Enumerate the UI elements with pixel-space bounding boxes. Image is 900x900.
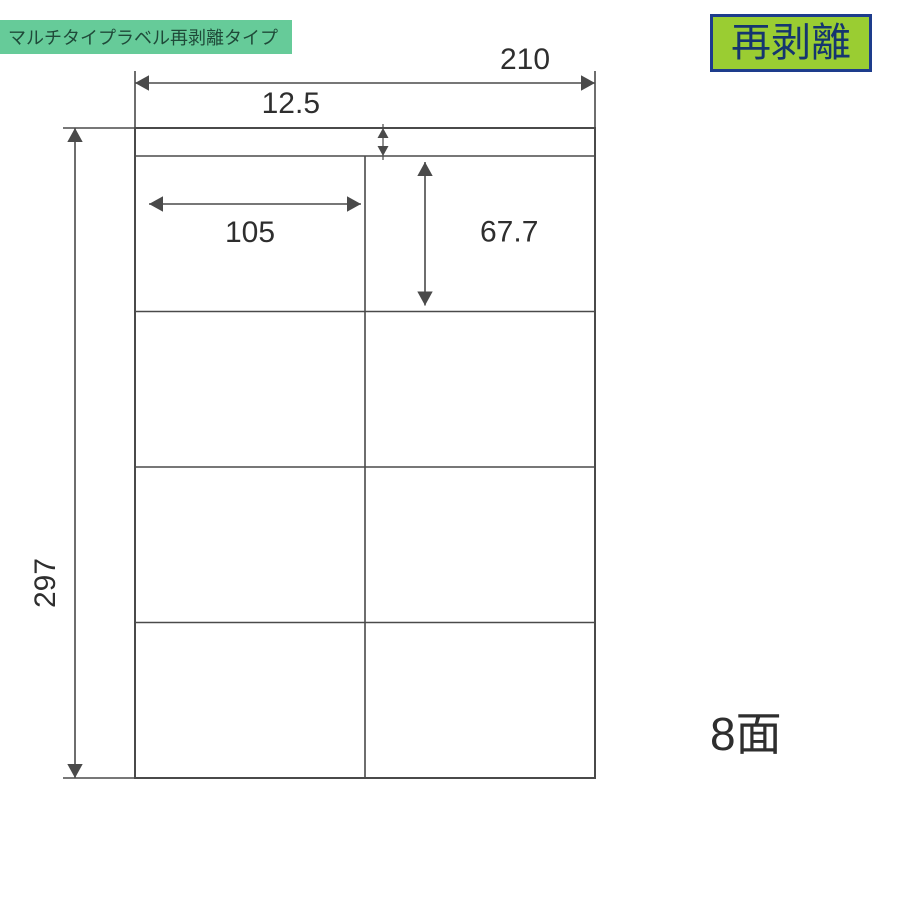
label-diagram: 210 297 12.5 105 67.7 8面: [0, 0, 900, 900]
svg-text:105: 105: [225, 216, 275, 249]
svg-text:297: 297: [29, 558, 62, 608]
svg-text:8面: 8面: [710, 708, 782, 760]
svg-text:210: 210: [500, 43, 550, 76]
svg-text:12.5: 12.5: [262, 87, 320, 120]
svg-text:67.7: 67.7: [480, 216, 538, 249]
